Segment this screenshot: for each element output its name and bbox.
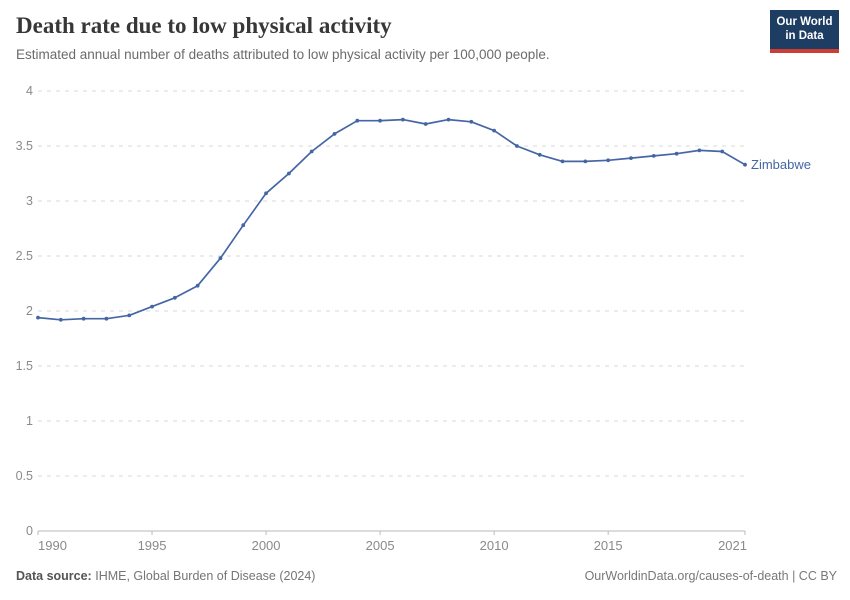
data-point-zimbabwe-1994[interactable]	[127, 313, 132, 318]
data-source-text: IHME, Global Burden of Disease (2024)	[95, 569, 316, 583]
y-axis-tick-label-2: 2	[26, 304, 33, 318]
data-point-zimbabwe-2001[interactable]	[286, 171, 291, 176]
owid-logo-line2: in Data	[785, 29, 824, 42]
data-point-zimbabwe-2006[interactable]	[401, 117, 405, 122]
y-axis-tick-label-4: 4	[26, 84, 33, 98]
data-point-zimbabwe-2005[interactable]	[378, 118, 382, 123]
footer-citation-text: OurWorldinData.org/causes-of-death | CC …	[584, 569, 837, 583]
y-axis-tick-label-3.5: 3.5	[16, 139, 33, 153]
data-point-zimbabwe-2003[interactable]	[332, 132, 337, 136]
chart-subtitle: Estimated annual number of deaths attrib…	[16, 46, 550, 62]
data-point-zimbabwe-2007[interactable]	[423, 122, 428, 126]
data-point-zimbabwe-1998[interactable]	[218, 256, 223, 261]
x-axis-tick-label-1995: 1995	[138, 538, 167, 553]
data-point-zimbabwe-2020[interactable]	[720, 149, 725, 154]
chart-footer: Data source: IHME, Global Burden of Dise…	[16, 569, 837, 583]
series-line-zimbabwe[interactable]	[37, 118, 746, 321]
data-point-zimbabwe-2013[interactable]	[560, 159, 565, 164]
data-point-zimbabwe-2009[interactable]	[469, 119, 474, 124]
data-point-zimbabwe-2004[interactable]	[355, 118, 360, 123]
data-point-zimbabwe-2021[interactable]	[743, 162, 747, 167]
chart-header: Death rate due to low physical activity …	[16, 12, 755, 63]
data-point-zimbabwe-1996[interactable]	[172, 295, 177, 300]
footer-citation-link[interactable]: OurWorldinData.org/causes-of-death | CC …	[585, 569, 837, 583]
y-axis-tick-label-3: 3	[26, 194, 33, 208]
data-source-label: Data source:	[16, 569, 92, 583]
data-point-zimbabwe-2012[interactable]	[537, 152, 542, 157]
data-point-zimbabwe-2014[interactable]	[583, 159, 588, 164]
x-axis-tick-label-2005: 2005	[366, 538, 395, 553]
data-point-zimbabwe-2015[interactable]	[606, 158, 611, 163]
x-axis-tick-label-2000: 2000	[252, 538, 281, 553]
owid-logo[interactable]: Our World in Data	[770, 10, 839, 53]
owid-logo-text: Our World in Data	[776, 16, 832, 44]
data-point-zimbabwe-2017[interactable]	[651, 154, 656, 158]
data-point-zimbabwe-1992[interactable]	[81, 316, 86, 321]
y-axis-tick-label-1: 1	[26, 414, 33, 428]
owid-logo-line1: Our World	[776, 15, 833, 28]
data-point-zimbabwe-2018[interactable]	[674, 151, 679, 156]
series-label-zimbabwe[interactable]: Zimbabwe	[751, 157, 811, 172]
data-point-zimbabwe-1993[interactable]	[104, 316, 109, 321]
data-point-zimbabwe-1999[interactable]	[241, 223, 246, 228]
x-axis-tick-label-2021: 2021	[718, 538, 747, 553]
x-axis-tick-label-2010: 2010	[480, 538, 509, 553]
data-point-zimbabwe-1990[interactable]	[36, 315, 40, 320]
y-axis-tick-label-2.5: 2.5	[16, 249, 33, 263]
data-point-zimbabwe-2010[interactable]	[492, 128, 497, 133]
y-axis-tick-label-0: 0	[26, 524, 33, 538]
data-point-zimbabwe-1991[interactable]	[58, 317, 63, 322]
x-axis-tick-label-2015: 2015	[594, 538, 623, 553]
data-point-zimbabwe-1997[interactable]	[195, 283, 200, 288]
data-point-zimbabwe-2019[interactable]	[697, 148, 702, 153]
data-point-zimbabwe-2002[interactable]	[309, 149, 314, 154]
data-point-zimbabwe-2011[interactable]	[515, 144, 519, 148]
data-source: Data source: IHME, Global Burden of Dise…	[16, 569, 315, 583]
data-point-zimbabwe-1995[interactable]	[150, 304, 154, 309]
y-axis-tick-label-1.5: 1.5	[16, 359, 33, 373]
y-axis-tick-label-0.5: 0.5	[16, 469, 33, 483]
chart-title: Death rate due to low physical activity	[16, 13, 392, 38]
data-point-zimbabwe-2008[interactable]	[446, 117, 451, 122]
x-axis-tick-label-1990: 1990	[38, 538, 67, 553]
data-point-zimbabwe-2000[interactable]	[264, 191, 268, 196]
data-point-zimbabwe-2016[interactable]	[629, 156, 633, 161]
